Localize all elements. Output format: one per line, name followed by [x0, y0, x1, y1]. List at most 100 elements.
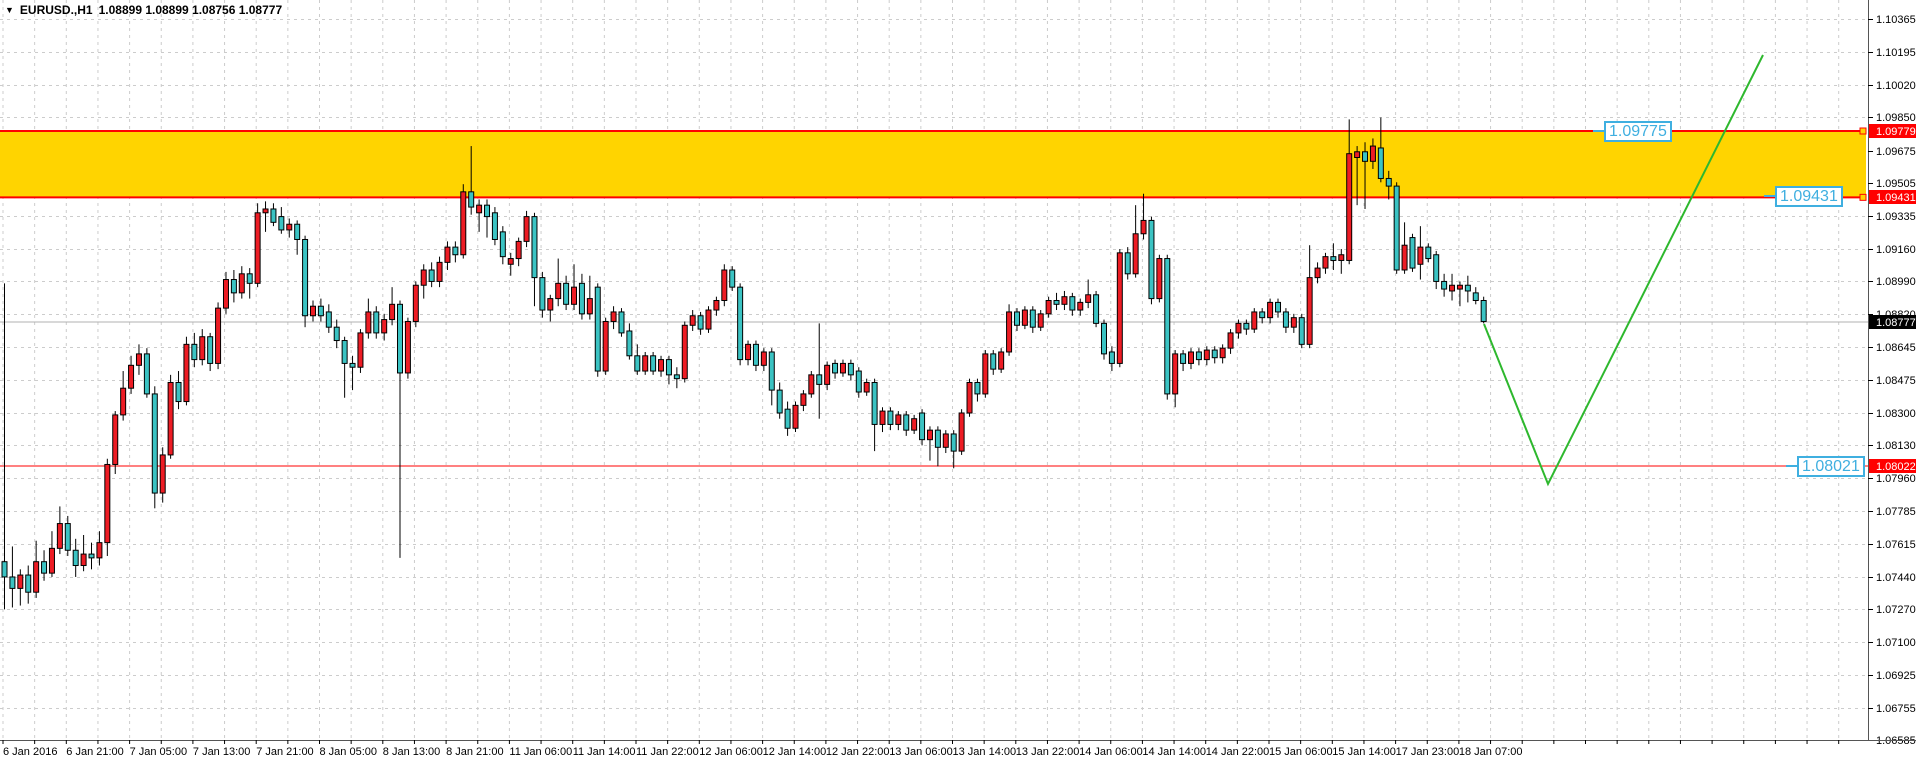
zone-price-label-top[interactable]: 1.09775 [1604, 121, 1672, 142]
svg-text:1.08300: 1.08300 [1876, 408, 1916, 420]
svg-text:14 Jan 14:00: 14 Jan 14:00 [1142, 746, 1206, 758]
svg-text:1.09431: 1.09431 [1876, 192, 1916, 204]
candle [1409, 233, 1416, 272]
supply-zone-rectangle[interactable] [0, 130, 1866, 199]
candle [1077, 298, 1084, 316]
candle [381, 313, 388, 341]
candle [1195, 348, 1202, 366]
candle [72, 538, 79, 577]
candle [428, 262, 435, 288]
svg-text:1.09505: 1.09505 [1876, 178, 1916, 190]
candle [721, 264, 728, 307]
svg-text:1.10020: 1.10020 [1876, 80, 1916, 92]
svg-text:1.08990: 1.08990 [1876, 276, 1916, 288]
candle [752, 340, 759, 372]
candle [191, 332, 198, 368]
candle [547, 294, 554, 322]
candle [476, 199, 483, 232]
candle [1180, 350, 1187, 372]
candle [309, 300, 316, 322]
candle [1401, 222, 1408, 274]
price-badge-1.09779: 1.09779 [1869, 124, 1916, 138]
candle [658, 355, 665, 377]
candle [602, 317, 609, 375]
candle [452, 241, 459, 263]
svg-text:1.07440: 1.07440 [1876, 572, 1916, 584]
candle [1330, 243, 1337, 270]
candle [990, 350, 997, 375]
svg-text:13 Jan 22:00: 13 Jan 22:00 [1016, 746, 1080, 758]
candle [729, 266, 736, 291]
candle [151, 386, 158, 509]
candle [1472, 287, 1479, 305]
candle [1441, 273, 1448, 297]
candle [950, 430, 957, 469]
time-axis[interactable]: 6 Jan 2016 6 Jan 21:00 7 Jan 05:00 7 Jan 13… [0, 740, 1916, 758]
candle [832, 359, 839, 379]
price-axis[interactable]: 1.10365 1.10195 1.10020 1.09850 1.09675 1.095… [1868, 0, 1916, 747]
candle [816, 323, 823, 419]
candle [25, 565, 32, 604]
candle [563, 275, 570, 311]
candle [159, 447, 166, 503]
candle [982, 350, 989, 398]
candle [1164, 254, 1171, 400]
candle [9, 546, 16, 608]
svg-text:1.07785: 1.07785 [1876, 506, 1916, 518]
candle [887, 407, 894, 431]
candle [183, 336, 190, 406]
candle [1053, 292, 1060, 311]
svg-text:1.08645: 1.08645 [1876, 342, 1916, 354]
candle [317, 298, 324, 322]
candle [871, 378, 878, 452]
svg-text:1.07960: 1.07960 [1876, 473, 1916, 485]
zone-selection-handles[interactable] [1859, 127, 1867, 201]
candle [1449, 273, 1456, 301]
candle [760, 348, 767, 372]
chart-ohlc-values: 1.08899 1.08899 1.08756 1.08777 [98, 3, 283, 17]
zone-price-label-bottom[interactable]: 1.09431 [1775, 186, 1843, 207]
candle [1393, 182, 1400, 274]
candle [523, 210, 530, 248]
candle [270, 203, 277, 227]
price-badge-1.09431: 1.09431 [1869, 190, 1916, 204]
candle [1148, 216, 1155, 305]
candle [1385, 170, 1392, 200]
candle [128, 355, 135, 394]
svg-text:1.09335: 1.09335 [1876, 211, 1916, 223]
candle [974, 378, 981, 402]
candle [571, 264, 578, 311]
candle [1211, 346, 1218, 364]
candle [911, 414, 918, 434]
grid [0, 0, 1868, 741]
candle [1045, 296, 1052, 318]
candle [879, 407, 886, 433]
svg-text:7 Jan 13:00: 7 Jan 13:00 [193, 746, 251, 758]
support-price-label[interactable]: 1.08021 [1797, 456, 1865, 477]
candle [1085, 279, 1092, 309]
candle [1346, 119, 1353, 265]
svg-text:1.09779: 1.09779 [1876, 126, 1916, 138]
svg-text:8 Jan 21:00: 8 Jan 21:00 [446, 746, 504, 758]
candle [294, 220, 301, 255]
candle [357, 329, 364, 373]
svg-text:12 Jan 06:00: 12 Jan 06:00 [699, 746, 763, 758]
candle [230, 269, 237, 303]
candle [555, 258, 562, 307]
candle [246, 268, 253, 299]
candle [254, 203, 261, 288]
candle [1290, 313, 1297, 333]
candle [745, 340, 752, 366]
svg-text:1.06925: 1.06925 [1876, 670, 1916, 682]
svg-text:1.09160: 1.09160 [1876, 244, 1916, 256]
candle [903, 411, 910, 436]
svg-text:1.09675: 1.09675 [1876, 146, 1916, 158]
candle [792, 401, 799, 433]
candle [444, 241, 451, 270]
svg-text:12 Jan 22:00: 12 Jan 22:00 [826, 746, 890, 758]
candle [412, 281, 419, 328]
candle [278, 207, 285, 234]
svg-text:1.07615: 1.07615 [1876, 539, 1916, 551]
projection-trendline[interactable] [1483, 54, 1764, 487]
